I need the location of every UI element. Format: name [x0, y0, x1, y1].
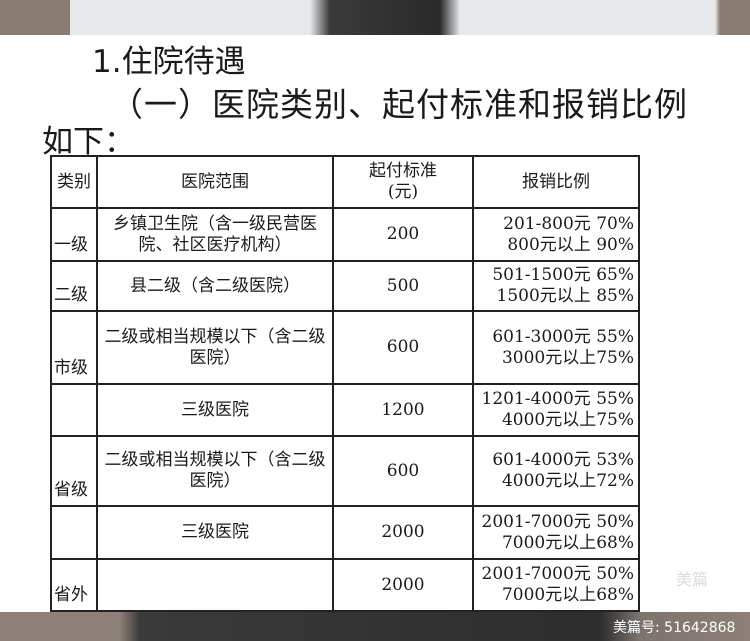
rate-line: 601-3000元 55%	[492, 326, 634, 347]
reimbursement-table: 类别 医院范围 起付标准 (元) 报销比例 一级 乡镇卫生院（含一级民营医院、社区…	[50, 155, 640, 612]
scope-cell: 三级医院	[96, 383, 334, 437]
rate-cell: 201-800元 70% 800元以上 90%	[472, 207, 640, 262]
header-deductible: 起付标准 (元)	[332, 155, 474, 209]
background-photo-top	[0, 0, 750, 35]
rate-line: 2001-7000元 50%	[481, 511, 634, 532]
scope-cell: 二级或相当规模以下（含二级医院）	[96, 435, 334, 507]
rate-line: 601-4000元 53%	[492, 450, 634, 470]
category-cell: 省级	[50, 435, 98, 507]
watermark-logo: 美篇	[676, 570, 709, 589]
table-row: 二级 县二级（含二级医院） 500 501-1500元 65% 1500元以上 85%	[50, 260, 640, 312]
scope-cell: 县二级（含二级医院）	[96, 260, 334, 312]
deductible-cell: 2000	[332, 558, 474, 612]
header-scope: 医院范围	[96, 155, 334, 209]
header-category: 类别	[50, 155, 98, 209]
rate-line: 800元以上 90%	[507, 234, 634, 255]
deductible-cell: 600	[332, 310, 474, 385]
section-heading: 1.住院待遇	[92, 44, 246, 80]
category-cell: 省外	[50, 558, 98, 612]
deductible-cell: 600	[332, 435, 474, 507]
table-row: 三级医院 2000 2001-7000元 50% 7000元以上68%	[50, 505, 640, 560]
rate-line: 3000元以上75%	[501, 347, 634, 368]
intro-text: 如下：	[42, 124, 135, 160]
category-cell: 二级	[50, 260, 98, 312]
table-row: 省外 2000 2001-7000元 50% 7000元以上68%	[50, 558, 640, 612]
category-cell: 市级	[50, 310, 98, 385]
rate-cell: 601-4000元 53% 4000元以上72%	[472, 435, 640, 507]
rate-cell: 2001-7000元 50% 7000元以上68%	[472, 558, 640, 612]
rate-cell: 2001-7000元 50% 7000元以上68%	[472, 505, 640, 560]
section-subheading: （一）医院类别、起付标准和报销比例	[110, 85, 688, 124]
table-row: 市级 二级或相当规模以下（含二级医院） 600 601-3000元 55% 3000元以…	[50, 310, 640, 385]
rate-line: 201-800元 70%	[503, 213, 634, 234]
footer-id: 美篇号: 51642868	[613, 620, 736, 636]
deductible-cell: 1200	[332, 383, 474, 437]
deductible-cell: 2000	[332, 505, 474, 560]
category-cell	[50, 505, 98, 560]
header-rate: 报销比例	[472, 155, 640, 209]
rate-line: 4000元以上75%	[501, 410, 634, 430]
table-row: 一级 乡镇卫生院（含一级民营医院、社区医疗机构） 200 201-800元 70% 80…	[50, 207, 640, 262]
rate-line: 4000元以上72%	[501, 471, 634, 491]
rate-line: 1500元以上 85%	[496, 286, 634, 306]
table-row: 三级医院 1200 1201-4000元 55% 4000元以上75%	[50, 383, 640, 437]
table-row: 省级 二级或相当规模以下（含二级医院） 600 601-4000元 53% 4000元以…	[50, 435, 640, 507]
table-header-row: 类别 医院范围 起付标准 (元) 报销比例	[50, 155, 640, 209]
rate-line: 2001-7000元 50%	[481, 564, 634, 584]
rate-cell: 501-1500元 65% 1500元以上 85%	[472, 260, 640, 312]
deductible-cell: 500	[332, 260, 474, 312]
rate-line: 501-1500元 65%	[492, 265, 634, 285]
rate-line: 1201-4000元 55%	[481, 389, 634, 409]
category-cell	[50, 383, 98, 437]
rate-cell: 1201-4000元 55% 4000元以上75%	[472, 383, 640, 437]
rate-cell: 601-3000元 55% 3000元以上75%	[472, 310, 640, 385]
scope-cell: 乡镇卫生院（含一级民营医院、社区医疗机构）	[96, 207, 334, 262]
deductible-cell: 200	[332, 207, 474, 262]
scope-cell: 二级或相当规模以下（含二级医院）	[96, 310, 334, 385]
rate-line: 7000元以上68%	[501, 585, 634, 605]
scope-cell: 三级医院	[96, 505, 334, 560]
category-cell: 一级	[50, 207, 98, 262]
background-photo-bottom	[0, 612, 750, 641]
scope-cell	[96, 558, 334, 612]
rate-line: 7000元以上68%	[501, 532, 634, 553]
